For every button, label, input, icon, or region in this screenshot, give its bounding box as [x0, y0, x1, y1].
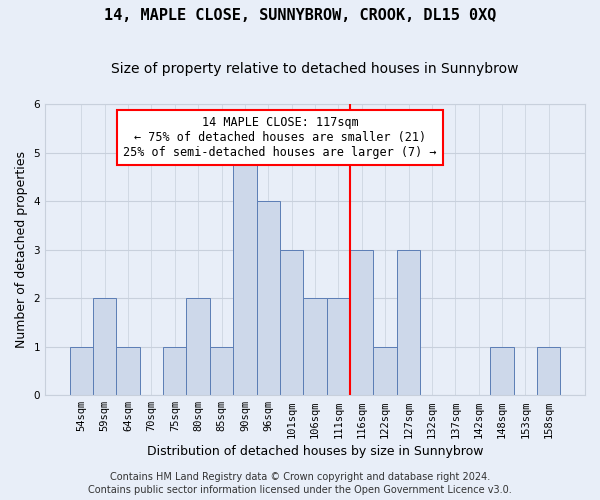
- Bar: [373, 346, 397, 395]
- Bar: [397, 250, 420, 395]
- Text: 14 MAPLE CLOSE: 117sqm
← 75% of detached houses are smaller (21)
25% of semi-det: 14 MAPLE CLOSE: 117sqm ← 75% of detached…: [123, 116, 437, 159]
- Bar: [70, 346, 93, 395]
- Bar: [187, 298, 210, 395]
- Title: Size of property relative to detached houses in Sunnybrow: Size of property relative to detached ho…: [111, 62, 519, 76]
- Bar: [233, 152, 257, 395]
- Bar: [257, 201, 280, 395]
- Bar: [210, 346, 233, 395]
- Bar: [490, 346, 514, 395]
- Bar: [163, 346, 187, 395]
- Y-axis label: Number of detached properties: Number of detached properties: [15, 151, 28, 348]
- Text: Contains HM Land Registry data © Crown copyright and database right 2024.
Contai: Contains HM Land Registry data © Crown c…: [88, 472, 512, 495]
- Bar: [327, 298, 350, 395]
- Bar: [350, 250, 373, 395]
- X-axis label: Distribution of detached houses by size in Sunnybrow: Distribution of detached houses by size …: [147, 444, 483, 458]
- Bar: [280, 250, 304, 395]
- Text: 14, MAPLE CLOSE, SUNNYBROW, CROOK, DL15 0XQ: 14, MAPLE CLOSE, SUNNYBROW, CROOK, DL15 …: [104, 8, 496, 22]
- Bar: [116, 346, 140, 395]
- Bar: [93, 298, 116, 395]
- Bar: [304, 298, 327, 395]
- Bar: [537, 346, 560, 395]
